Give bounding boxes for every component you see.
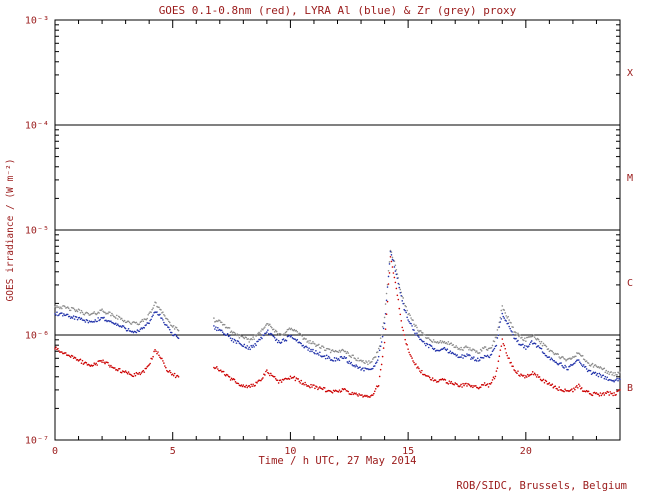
x-tick-label: 0 [52,446,58,457]
y-tick-label: 10⁻³ [25,16,49,27]
chart-title: GOES 0.1-0.8nm (red), LYRA Al (blue) & Z… [159,4,517,17]
flare-class-label: X [627,68,633,79]
x-axis-label: Time / h UTC, 27 May 2014 [258,455,416,467]
y-tick-label: 10⁻⁶ [25,331,49,342]
x-tick-label: 5 [170,446,176,457]
plot-dynamic-layer: 10⁻³ 10⁻⁴ 10⁻⁵ 10⁻⁶ 10⁻⁷0 5 10 15 20 X M C B [25,16,633,458]
credit-footer: ROB/SIDC, Brussels, Belgium [456,480,627,492]
x-tick-label: 15 [402,446,414,457]
flare-class-label: M [627,173,633,184]
y-tick-label: 10⁻⁴ [25,121,49,132]
series-goes-xray [54,255,621,398]
flare-class-label: B [627,383,633,394]
y-axis-label: GOES irradiance / (W m⁻²) [5,159,16,302]
plot-frame [54,19,621,441]
x-tick-label: 20 [520,446,532,457]
series-lyra-zr [54,249,621,377]
series-lyra-al [54,250,621,383]
y-tick-label: 10⁻⁵ [25,226,49,237]
flare-class-label: C [627,278,633,289]
x-tick-label: 10 [284,446,296,457]
y-tick-label: 10⁻⁷ [25,436,49,447]
